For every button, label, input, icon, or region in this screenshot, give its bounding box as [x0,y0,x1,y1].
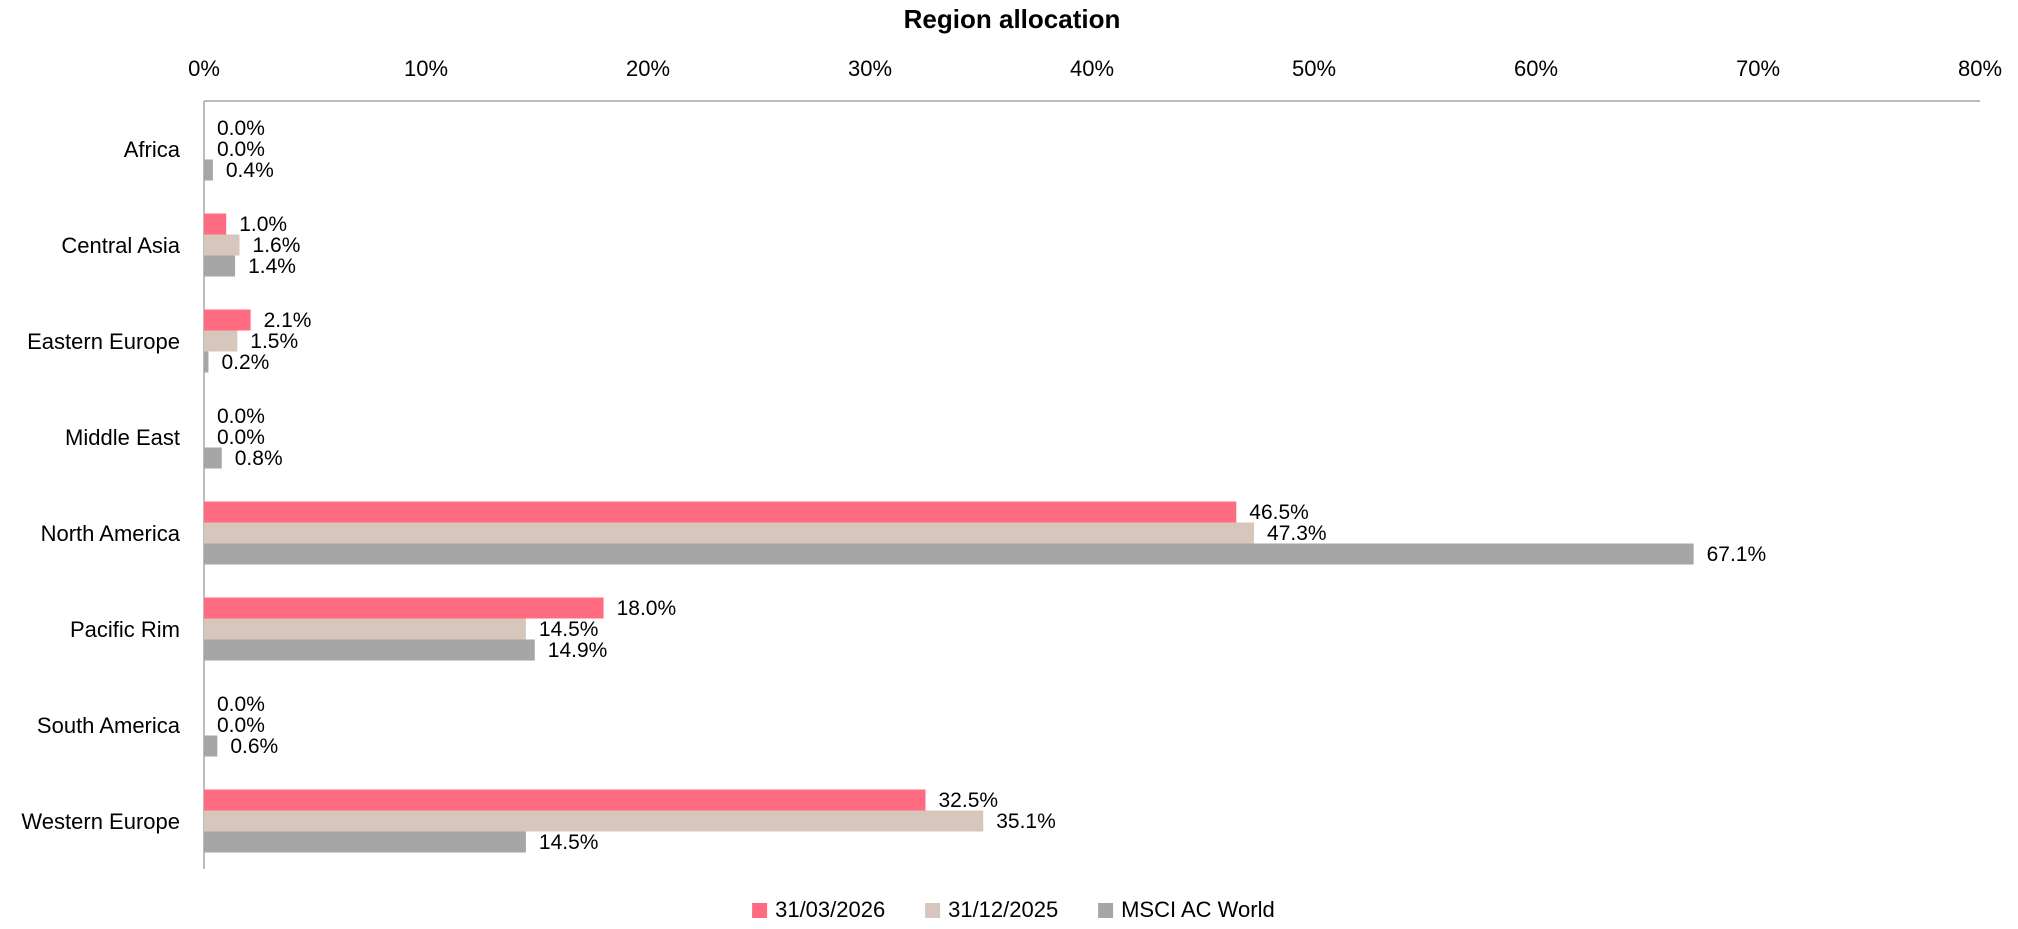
data-label: 0.4% [226,159,274,182]
bar [204,447,222,469]
category-label: Pacific Rim [70,617,180,642]
data-label: 0.0% [217,117,265,140]
legend-swatch [925,903,941,918]
data-label: 0.8% [235,447,283,470]
x-tick-label: 60% [1514,56,1558,81]
data-label: 0.0% [217,138,265,161]
data-label: 14.5% [539,618,599,641]
data-label: 2.1% [264,309,312,332]
legend-swatch [1098,903,1114,918]
x-tick-label: 40% [1070,56,1114,81]
data-label: 0.0% [217,693,265,716]
bar [204,810,984,832]
data-label: 0.0% [217,426,265,449]
bar [204,831,526,853]
value-labels: 0.0%0.0%0.4%1.0%1.6%1.4%2.1%1.5%0.2%0.0%… [217,117,1766,854]
data-label: 32.5% [939,789,999,812]
data-label: 46.5% [1249,501,1309,524]
x-tick-label: 10% [404,56,448,81]
bar [204,735,218,757]
category-label: Western Europe [21,809,180,834]
category-label: North America [41,521,181,546]
x-tick-label: 30% [848,56,892,81]
bar [204,159,213,181]
bar [204,543,1694,565]
legend: 31/03/2026 31/12/2025 MSCI AC World [752,897,1275,922]
bars [204,159,1694,853]
legend-swatch [752,903,768,918]
category-label: Middle East [65,425,180,450]
x-axis-ticks: 0% 10% 20% 30% 40% 50% 60% 70% 80% [188,56,2002,81]
axes [203,100,1980,869]
x-tick-label: 80% [1958,56,2002,81]
bar [204,330,238,352]
data-label: 47.3% [1267,522,1327,545]
category-labels: Africa Central Asia Eastern Europe Middle E… [21,137,180,834]
x-tick-label: 20% [626,56,670,81]
category-label: South America [37,713,181,738]
data-label: 67.1% [1707,543,1767,566]
bar [204,351,209,373]
data-label: 0.0% [217,714,265,737]
bar [204,789,926,811]
x-tick-label: 0% [188,56,220,81]
legend-label: 31/03/2026 [775,897,885,922]
data-label: 1.6% [253,234,301,257]
x-tick-label: 70% [1736,56,1780,81]
data-label: 18.0% [617,597,677,620]
data-label: 0.0% [217,405,265,428]
bar [204,255,236,277]
data-label: 1.5% [250,330,298,353]
data-label: 0.6% [230,735,278,758]
data-label: 14.9% [548,639,608,662]
data-label: 1.0% [239,213,287,236]
legend-label: MSCI AC World [1121,897,1275,922]
data-label: 35.1% [996,810,1056,833]
category-label: Eastern Europe [27,329,180,354]
bar [204,501,1237,523]
data-label: 0.2% [221,351,269,374]
bar [204,618,526,640]
bar [204,213,227,235]
legend-label: 31/12/2025 [948,897,1058,922]
bar [204,597,604,619]
bar [204,639,535,661]
x-tick-label: 50% [1292,56,1336,81]
category-label: Africa [124,137,181,162]
chart-title: Region allocation [904,4,1121,34]
data-label: 1.4% [248,255,296,278]
category-label: Central Asia [61,233,180,258]
bar [204,234,240,256]
data-label: 14.5% [539,831,599,854]
bar [204,309,251,331]
bar [204,522,1255,544]
